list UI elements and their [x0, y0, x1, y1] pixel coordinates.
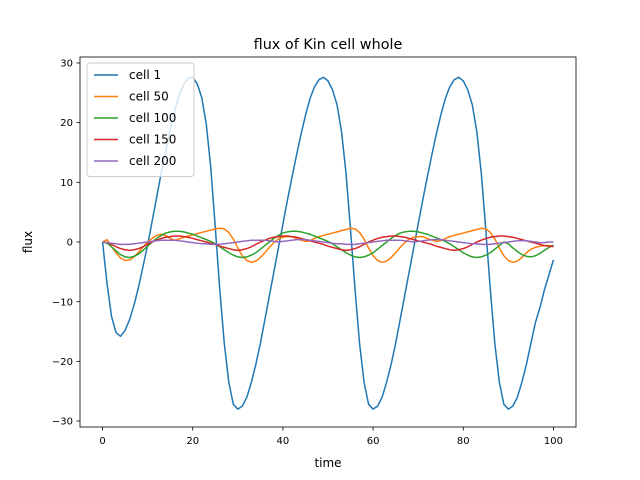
x-tick-label: 100 — [544, 436, 563, 447]
legend-label: cell 100 — [129, 111, 176, 125]
x-tick-label: 40 — [277, 436, 290, 447]
y-tick-label: 20 — [60, 118, 73, 129]
legend: cell 1 cell 50 cell 100 cell 150 cell 200 — [86, 62, 195, 177]
series-line-cell-200 — [102, 238, 554, 246]
series-line-cell-50 — [102, 227, 554, 264]
y-tick-label: 0 — [67, 238, 73, 249]
axes: 0 20 40 60 80 100 −30 −20 −10 0 10 20 30 — [52, 59, 563, 447]
y-tick-label: 30 — [60, 59, 73, 70]
chart-title: flux of Kin cell whole — [254, 37, 403, 53]
legend-label: cell 1 — [129, 68, 161, 82]
series-line-cell-100 — [102, 230, 554, 259]
y-tick-label: −20 — [52, 357, 73, 368]
x-tick-label: 60 — [367, 436, 380, 447]
plot-frame — [79, 56, 577, 428]
legend-label: cell 200 — [129, 154, 176, 168]
x-axis-label: time — [314, 456, 341, 470]
legend-box — [86, 62, 195, 177]
y-axis-label: flux — [21, 231, 35, 253]
series-line-cell-150 — [102, 235, 554, 252]
y-tick-label: 10 — [60, 178, 73, 189]
y-tick-label: −10 — [52, 297, 73, 308]
x-tick-label: 0 — [99, 436, 105, 447]
x-tick-label: 20 — [186, 436, 199, 447]
legend-label: cell 50 — [129, 90, 169, 104]
x-tick-label: 80 — [457, 436, 470, 447]
legend-label: cell 150 — [129, 133, 176, 147]
y-tick-label: −30 — [52, 417, 73, 428]
